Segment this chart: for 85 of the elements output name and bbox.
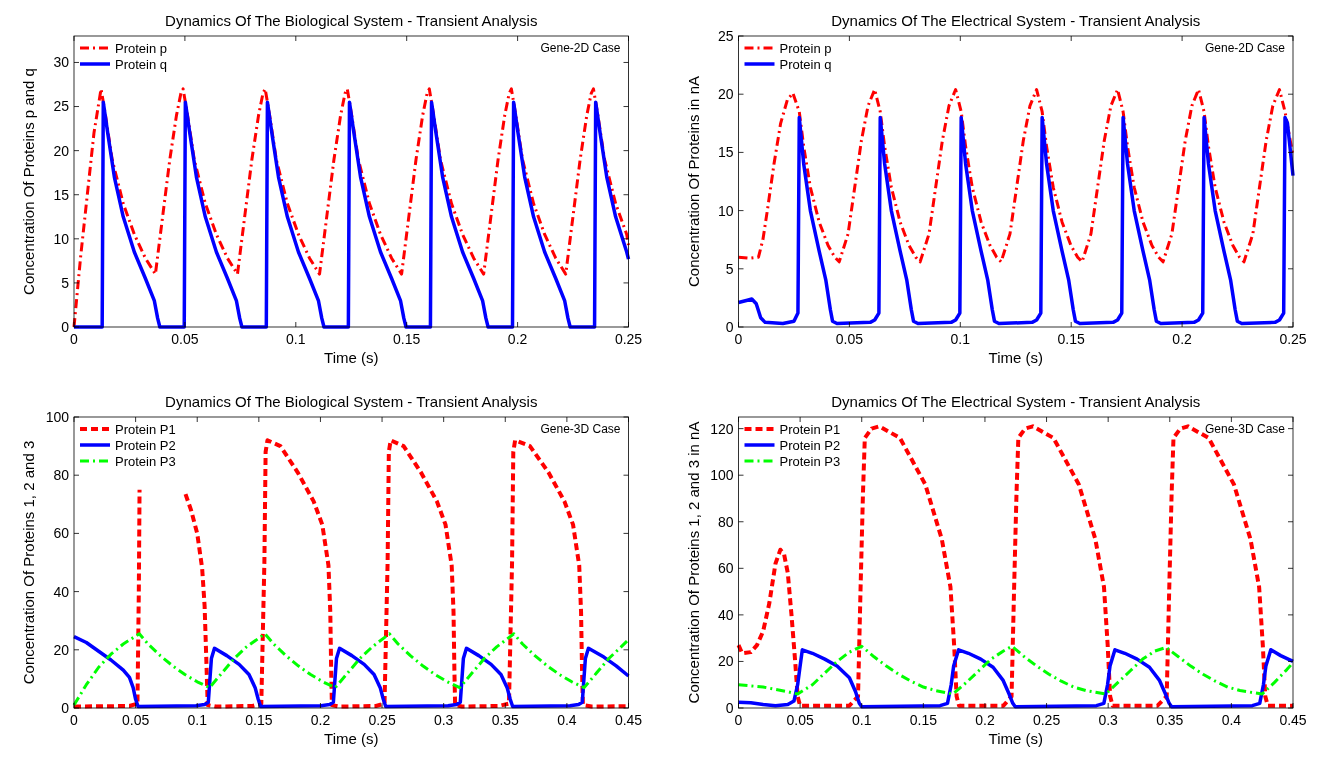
legend-label: Protein P1 xyxy=(779,421,841,437)
legend-label: Protein q xyxy=(115,56,168,72)
line-series xyxy=(736,115,1295,326)
annotation: Gene-3D Case xyxy=(540,422,621,436)
x-tick-label: 0.45 xyxy=(614,712,643,728)
x-tick-label: 0.05 xyxy=(171,331,199,347)
y-tick-label: 80 xyxy=(53,467,70,484)
x-tick-label: 0.4 xyxy=(557,712,577,728)
y-tick-label: 0 xyxy=(61,318,70,335)
legend-label: Protein P2 xyxy=(115,437,176,453)
y-tick-label: 15 xyxy=(53,186,70,203)
y-tick-label: 0 xyxy=(725,318,734,335)
x-tick-label: 0.05 xyxy=(121,712,150,728)
x-tick-label: 0.05 xyxy=(786,712,814,728)
legend-label: Protein p xyxy=(779,40,832,56)
x-tick-label: 0.15 xyxy=(393,331,421,347)
y-tick-label: 10 xyxy=(717,202,734,219)
y-tick-label: 40 xyxy=(717,606,734,623)
y-tick-label: 60 xyxy=(717,560,734,577)
line-series xyxy=(737,644,1295,696)
x-tick-label: 0.3 xyxy=(433,712,454,728)
x-tick-label: 0.25 xyxy=(368,712,396,728)
y-tick-label: 25 xyxy=(53,98,70,115)
line-series xyxy=(736,424,1295,708)
chart-title: Dynamics Of The Biological System - Transient Analysis xyxy=(165,393,538,410)
legend-label: Protein P2 xyxy=(779,437,841,453)
y-tick-label: 30 xyxy=(53,54,70,71)
y-tick-label: 40 xyxy=(53,583,70,600)
x-tick-label: 0.25 xyxy=(614,331,643,347)
y-tick-label: 5 xyxy=(61,274,70,291)
x-tick-label: 0.15 xyxy=(245,712,273,728)
y-axis-title: Concentration Of Proteins in nA xyxy=(684,76,702,287)
x-tick-label: 0.35 xyxy=(1156,712,1184,728)
y-tick-label: 60 xyxy=(53,525,70,542)
chart-title: Dynamics Of The Electrical System - Transient Analysis xyxy=(831,12,1201,29)
legend-label: Protein q xyxy=(779,56,832,72)
x-axis-title: Time (s) xyxy=(324,349,379,366)
x-tick-label: 0.45 xyxy=(1279,712,1307,728)
line-series xyxy=(737,88,1295,264)
y-tick-label: 100 xyxy=(710,467,734,484)
x-tick-label: 0.4 xyxy=(1221,712,1242,728)
chart-title: Dynamics Of The Biological System - Transient Analysis xyxy=(165,12,538,29)
x-tick-label: 0.1 xyxy=(950,331,971,347)
y-axis-title: Concentration Of Proteins 1, 2 and 3 xyxy=(20,440,37,685)
x-tick-label: 0.1 xyxy=(851,712,872,728)
legend-label: Protein P3 xyxy=(115,453,176,469)
annotation: Gene-3D Case xyxy=(1204,422,1286,436)
annotation: Gene-2D Case xyxy=(1204,41,1286,55)
y-axis-title: Concentration Of Proteins 1, 2 and 3 in nA xyxy=(684,421,702,704)
x-tick-label: 0.25 xyxy=(1032,712,1061,728)
y-tick-label: 20 xyxy=(717,86,734,103)
x-tick-label: 0.1 xyxy=(286,331,306,347)
x-tick-label: 0.15 xyxy=(909,712,938,728)
y-tick-label: 20 xyxy=(53,142,70,159)
x-tick-label: 0.2 xyxy=(975,712,995,728)
y-tick-label: 100 xyxy=(45,408,70,425)
x-tick-label: 0.05 xyxy=(835,331,864,347)
x-tick-label: 0.15 xyxy=(1057,331,1086,347)
legend-label: Protein P1 xyxy=(115,421,176,437)
x-tick-label: 0.2 xyxy=(310,712,331,728)
y-tick-label: 20 xyxy=(717,653,734,670)
y-tick-label: 0 xyxy=(725,699,734,716)
x-tick-label: 0.2 xyxy=(1172,331,1193,347)
x-axis-title: Time (s) xyxy=(988,349,1043,366)
y-tick-label: 80 xyxy=(717,513,734,530)
y-tick-label: 0 xyxy=(61,699,70,716)
annotation: Gene-2D Case xyxy=(540,41,621,55)
legend-label: Protein P3 xyxy=(779,453,841,469)
y-axis-title: Concentration Of Proteins p and q xyxy=(20,68,37,295)
x-tick-label: 0.2 xyxy=(507,331,528,347)
x-tick-label: 0.25 xyxy=(1279,331,1307,347)
x-tick-label: 0.1 xyxy=(187,712,208,728)
y-tick-label: 10 xyxy=(53,230,70,247)
x-axis-title: Time (s) xyxy=(988,730,1043,747)
legend-label: Protein p xyxy=(115,40,168,56)
x-axis-title: Time (s) xyxy=(324,730,379,747)
x-tick-label: 0.3 xyxy=(1098,712,1119,728)
y-tick-label: 5 xyxy=(725,260,734,277)
x-tick-label: 0.35 xyxy=(491,712,520,728)
line-series xyxy=(736,648,1295,709)
y-tick-label: 15 xyxy=(717,144,734,161)
y-tick-label: 120 xyxy=(710,420,734,437)
chart-title: Dynamics Of The Electrical System - Transient Analysis xyxy=(831,393,1201,410)
y-tick-label: 20 xyxy=(53,641,70,658)
y-tick-label: 25 xyxy=(717,27,734,44)
